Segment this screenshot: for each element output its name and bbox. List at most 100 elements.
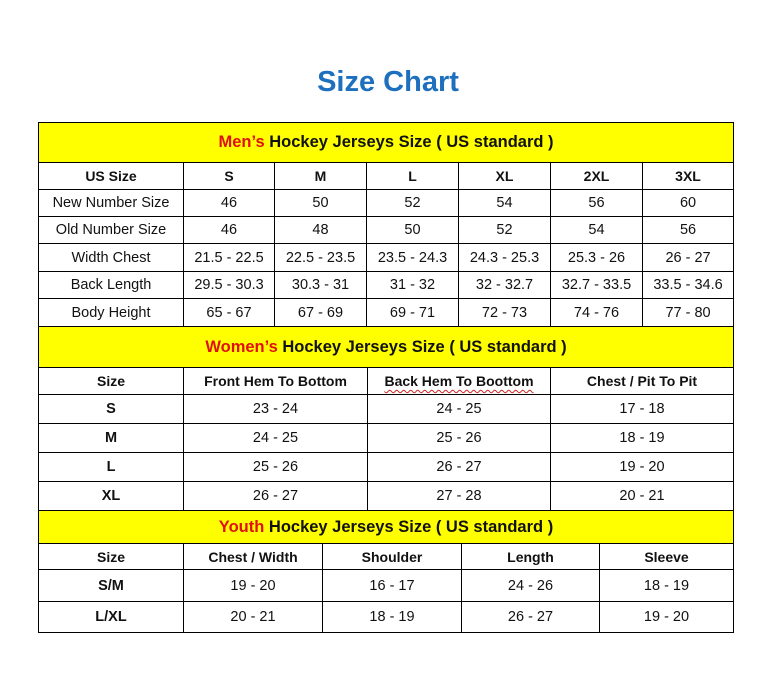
table-cell: 25.3 - 26 [550, 243, 643, 272]
table-row: S 23 - 24 24 - 25 17 - 18 [38, 394, 735, 424]
table-cell: 23 - 24 [183, 394, 368, 424]
table-cell: 30.3 - 31 [274, 271, 367, 299]
column-header-label: S [224, 168, 234, 184]
section-heading: Hockey Jerseys Size ( US standard ) [264, 517, 554, 536]
table-row: New Number Size 46 50 52 54 56 60 [38, 189, 735, 217]
table-cell: 72 - 73 [458, 298, 551, 327]
table-cell: 19 - 20 [598, 601, 735, 633]
table-cell: 33.5 - 34.6 [641, 271, 735, 299]
column-header-label: Size [96, 373, 125, 389]
column-header-label: Size [96, 548, 125, 565]
table-cell: 24.3 - 25.3 [458, 243, 551, 272]
column-header-label: US Size [85, 168, 137, 184]
womens-section-header: Women’s Hockey Jerseys Size ( US standar… [37, 326, 735, 368]
column-header: Back Hem To Boottom [367, 367, 551, 395]
column-header: Shoulder [322, 543, 462, 570]
column-header: Size [38, 543, 184, 570]
column-header: M [274, 162, 367, 190]
table-cell: 32 - 32.7 [458, 271, 551, 299]
row-label: S/M [38, 569, 184, 602]
table-cell: 26 - 27 [367, 452, 551, 482]
column-header: L [366, 162, 459, 190]
table-cell: 20 - 21 [549, 481, 735, 511]
row-label: L/XL [38, 601, 184, 633]
table-cell: 54 [458, 189, 551, 217]
table-row: XL 26 - 27 27 - 28 20 - 21 [38, 481, 735, 511]
table-cell: 27 - 28 [367, 481, 551, 511]
row-label: M [38, 423, 184, 453]
table-cell: 48 [274, 216, 367, 244]
table-cell: 23.5 - 24.3 [366, 243, 459, 272]
table-cell: 26 - 27 [461, 601, 600, 633]
table-cell: 22.5 - 23.5 [274, 243, 367, 272]
column-header-label: 3XL [675, 168, 701, 184]
table-cell: 65 - 67 [183, 298, 275, 327]
table-cell: 56 [641, 216, 735, 244]
column-header-label: Length [507, 548, 554, 565]
youth-size-table: Youth Hockey Jerseys Size ( US standard … [37, 510, 735, 633]
table-cell: 18 - 19 [322, 601, 462, 633]
table-cell: 26 - 27 [641, 243, 735, 272]
table-cell: 31 - 32 [366, 271, 459, 299]
mens-size-table: Men’s Hockey Jerseys Size ( US standard … [37, 122, 735, 327]
table-cell: 50 [366, 216, 459, 244]
table-cell: 24 - 25 [367, 394, 551, 424]
table-row: M 24 - 25 25 - 26 18 - 19 [38, 423, 735, 453]
section-accent: Women’s [205, 337, 278, 356]
womens-size-table: Women’s Hockey Jerseys Size ( US standar… [37, 326, 735, 511]
column-header: Size [38, 367, 184, 395]
table-row: L 25 - 26 26 - 27 19 - 20 [38, 452, 735, 482]
row-label: L [38, 452, 184, 482]
page-title: Size Chart [317, 66, 459, 98]
row-label: Old Number Size [38, 216, 184, 244]
column-header-label: L [408, 168, 417, 184]
row-label: Back Length [38, 271, 184, 299]
table-cell: 77 - 80 [641, 298, 735, 327]
table-row: Back Length 29.5 - 30.3 30.3 - 31 31 - 32 32… [38, 271, 735, 299]
table-cell: 17 - 18 [549, 394, 735, 424]
table-cell: 21.5 - 22.5 [183, 243, 275, 272]
row-label: XL [38, 481, 184, 511]
table-cell: 25 - 26 [183, 452, 368, 482]
column-header: Length [461, 543, 600, 570]
table-row: L/XL 20 - 21 18 - 19 26 - 27 19 - 20 [38, 601, 735, 633]
section-accent: Youth [218, 517, 265, 536]
column-header-label: Chest / Width [208, 548, 298, 565]
table-cell: 46 [183, 189, 275, 217]
column-header: Chest / Pit To Pit [549, 367, 735, 395]
column-header-label: Front Hem To Bottom [204, 373, 347, 389]
column-header: XL [458, 162, 551, 190]
table-cell: 25 - 26 [367, 423, 551, 453]
table-cell: 24 - 25 [183, 423, 368, 453]
table-cell: 60 [641, 189, 735, 217]
row-label: Body Height [38, 298, 184, 327]
column-header: 3XL [641, 162, 735, 190]
table-cell: 18 - 19 [598, 569, 735, 602]
table-cell: 16 - 17 [322, 569, 462, 602]
table-cell: 32.7 - 33.5 [550, 271, 643, 299]
column-header: Chest / Width [183, 543, 323, 570]
table-cell: 52 [458, 216, 551, 244]
table-cell: 54 [550, 216, 643, 244]
table-row: S/M 19 - 20 16 - 17 24 - 26 18 - 19 [38, 569, 735, 602]
table-cell: 52 [366, 189, 459, 217]
table-row: Width Chest 21.5 - 22.5 22.5 - 23.5 23.5 - … [38, 243, 735, 272]
column-header: 2XL [550, 162, 643, 190]
table-cell: 50 [274, 189, 367, 217]
table-cell: 19 - 20 [549, 452, 735, 482]
column-header-label: 2XL [583, 168, 610, 184]
table-cell: 18 - 19 [549, 423, 735, 453]
table-cell: 29.5 - 30.3 [183, 271, 275, 299]
column-header: Sleeve [598, 543, 735, 570]
column-header: S [183, 162, 275, 190]
column-header: Front Hem To Bottom [183, 367, 368, 395]
mens-section-header: Men’s Hockey Jerseys Size ( US standard … [37, 122, 735, 163]
row-label: S [38, 394, 184, 424]
column-header: US Size [38, 162, 184, 190]
column-header-label: XL [495, 168, 514, 184]
table-cell: 20 - 21 [183, 601, 323, 633]
column-header-label: Sleeve [644, 548, 689, 565]
table-cell: 24 - 26 [461, 569, 600, 602]
column-header-label: Back Hem To Boottom [384, 373, 534, 389]
youth-section-header: Youth Hockey Jerseys Size ( US standard … [37, 510, 735, 544]
